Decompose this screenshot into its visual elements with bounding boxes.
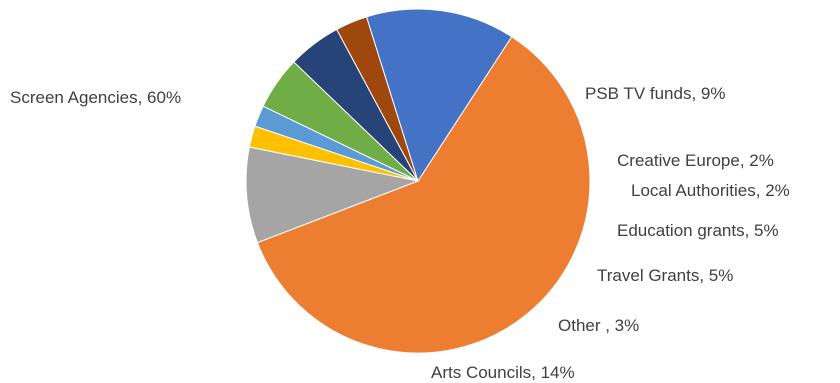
pie-slices [245, 8, 591, 354]
slice-arts-councils [365, 8, 513, 183]
label-creative-europe: Creative Europe, 2% [617, 151, 774, 170]
label-education-grants: Education grants, 5% [617, 221, 779, 240]
label-psb-tv-funds: PSB TV funds, 9% [585, 84, 725, 103]
label-travel-grants: Travel Grants, 5% [597, 266, 733, 285]
pie-labels: Screen Agencies, 60% PSB TV funds, 9% Cr… [10, 84, 790, 382]
label-screen-agencies: Screen Agencies, 60% [10, 88, 181, 107]
label-arts-councils: Arts Councils, 14% [431, 363, 575, 382]
label-local-authorities: Local Authorities, 2% [631, 181, 790, 200]
slice-screen-agencies [256, 36, 591, 354]
slice-psb-tv-funds [245, 146, 420, 244]
label-other: Other , 3% [558, 316, 639, 335]
